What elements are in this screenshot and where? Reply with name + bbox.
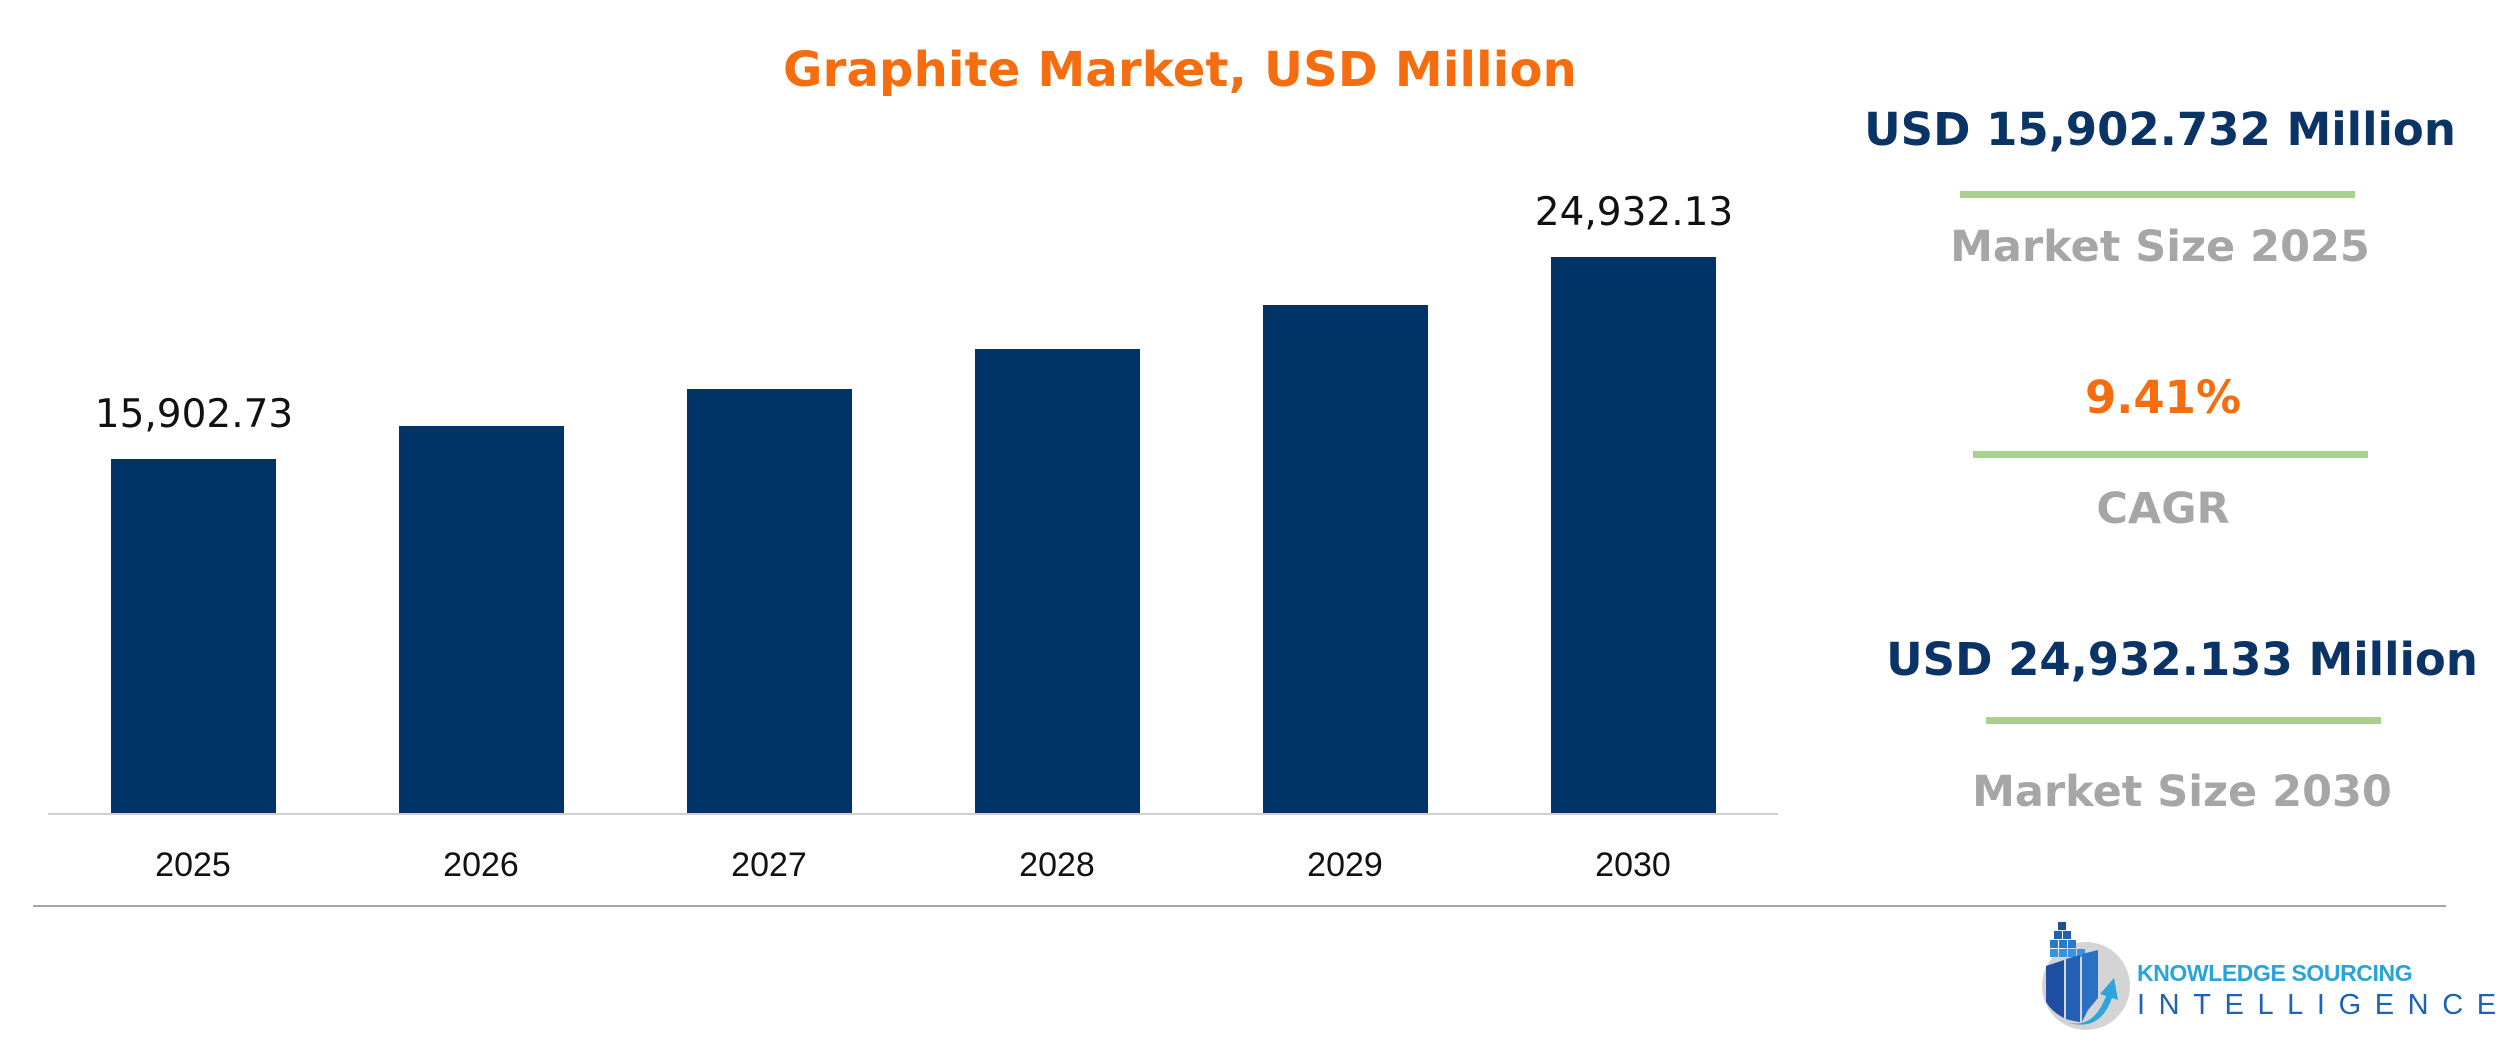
logo-text-line1: KNOWLEDGE SOURCING [2137,960,2413,986]
logo-text-line2: INTELLIGENCE [2137,989,2500,1021]
kpi-market-size-2025-value: USD 15,902.732 Million [1864,103,2456,156]
bar-2027 [687,389,852,814]
bar-2026 [399,426,564,814]
x-tick-label: 2029 [1307,846,1383,884]
bar-2030 [1551,257,1716,814]
kpi-divider [1960,191,2355,198]
x-tick-label: 2028 [1019,846,1095,884]
kpi-divider [1973,451,2368,458]
kpi-divider [1986,717,2381,724]
footer-divider [33,905,2446,907]
x-tick-label: 2025 [155,846,231,884]
kpi-market-size-2025-label: Market Size 2025 [1950,222,2370,272]
bar-chart: 15,902.73 24,932.13 2025 2026 2027 2028 … [48,190,1778,884]
bar-2028 [975,349,1140,814]
kpi-cagr-label: CAGR [2096,484,2230,534]
x-tick-label: 2026 [443,846,519,884]
company-logo: KNOWLEDGE SOURCING INTELLIGENCE [2036,918,2496,1033]
chart-title: Graphite Market, USD Million [783,42,1577,98]
data-label-2030: 24,932.13 [1534,190,1734,235]
x-tick-label: 2030 [1595,846,1671,884]
kpi-market-size-2030-label: Market Size 2030 [1972,767,2392,817]
bar-2025 [111,459,276,814]
bar-2029 [1263,305,1428,814]
kpi-panel: USD 15,902.732 Million Market Size 2025 … [1840,0,2500,900]
building-chart-arrow-icon [2042,922,2130,1030]
x-tick-label: 2027 [731,846,807,884]
x-axis-line [48,813,1778,815]
kpi-cagr-value: 9.41% [2084,371,2242,424]
data-label-2025: 15,902.73 [94,392,294,437]
kpi-market-size-2030-value: USD 24,932.133 Million [1886,633,2478,686]
